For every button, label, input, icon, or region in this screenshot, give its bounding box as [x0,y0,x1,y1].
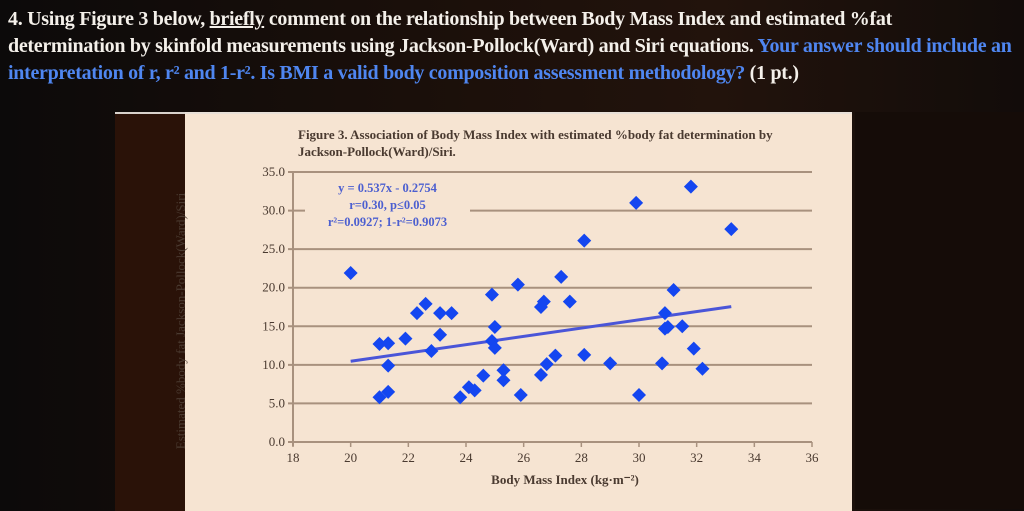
data-point [554,269,569,284]
data-point [381,384,396,399]
data-point [484,287,499,302]
data-point [548,348,563,363]
data-point [487,340,502,355]
data-point [513,387,528,402]
question-points: (1 pt.) [744,62,799,84]
data-point [444,306,459,321]
regression-equation: y = 0.537x - 0.2754 [338,181,437,195]
data-point [476,368,491,383]
data-point [372,337,387,352]
y-axis-title: Estimated %body fat Jackson-Pollock(Ward… [173,192,188,450]
y-tick-label: 35.0 [262,164,285,179]
y-tick-label: 30.0 [262,203,285,218]
data-point [398,331,413,346]
x-tick-label: 32 [690,450,703,465]
scatter-chart: 0.0 5.0 10.0 15.0 20.0 25.0 30.0 35.0 18 20 22 24 26… [262,164,820,465]
data-point [577,233,592,248]
x-tick-label: 20 [344,450,357,465]
chart-title: Figure 3. Association of Body Mass Index… [298,127,773,159]
y-tick-label: 5.0 [269,395,285,410]
regression-annotation: y = 0.537x - 0.2754 r=0.30, p≤0.05 r²=0.… [305,180,470,231]
y-tick-label: 15.0 [262,318,285,333]
data-point [629,195,644,210]
question-line1: comment on the relationship between Body… [264,8,892,30]
data-point [418,296,433,311]
chart-panel: 0.0 5.0 10.0 15.0 20.0 25.0 30.0 35.0 18 20 22 24 26… [173,112,852,511]
trendline [350,305,732,363]
x-tick-label: 30 [633,450,646,465]
x-axis-title: Body Mass Index (kg·m⁻²) [491,472,639,487]
question-emphasis: briefly [209,8,265,30]
x-tick-label: 36 [806,450,820,465]
x-tick-label: 26 [517,450,531,465]
data-point [433,306,448,321]
data-point [343,266,358,281]
data-point [510,277,525,292]
data-point [433,327,448,342]
data-point [487,320,502,335]
data-point [657,306,672,321]
y-tick-label: 20.0 [262,280,285,295]
slide-right-margin [855,112,1024,509]
data-point [496,373,511,388]
x-tick-label: 18 [287,450,300,465]
data-point [536,294,551,309]
data-point [381,336,396,351]
data-point [539,357,554,372]
data-point [467,383,482,398]
data-point [484,333,499,348]
x-tick-label: 24 [460,450,474,465]
question-instructions: Your answer should include an interpreta… [8,35,1012,84]
data-point [686,341,701,356]
data-point [675,319,690,334]
data-point [603,356,618,371]
data-point [695,361,710,376]
y-tick-label: 10.0 [262,357,285,372]
data-point [453,390,468,405]
x-tick-label: 28 [575,450,588,465]
y-tick-label: 0.0 [269,434,285,449]
data-point [577,347,592,362]
data-point [683,179,698,194]
correlation-r: r=0.30, p≤0.05 [349,198,426,212]
data-point [424,343,439,358]
data-point [632,387,646,402]
x-tick-label: 22 [402,450,415,465]
question-prefix: 4. Using Figure 3 below, [8,8,210,30]
data-point [372,390,387,405]
question-text: 4. Using Figure 3 below, briefly comment… [8,6,1018,87]
data-point [496,363,511,378]
data-point [666,283,681,298]
slide-left-margin [115,112,185,511]
data-point [724,222,739,237]
y-tick-label: 25.0 [262,241,285,256]
data-point [381,358,396,373]
data-point [533,367,548,382]
r-squared: r²=0.0927; 1-r²=0.9073 [327,215,448,229]
x-tick-label: 34 [748,450,762,465]
data-point [409,306,424,321]
data-point [562,294,577,309]
data-point [660,320,675,335]
data-point [655,356,670,371]
question-line2: determination by skinfold measurements u… [8,35,758,57]
